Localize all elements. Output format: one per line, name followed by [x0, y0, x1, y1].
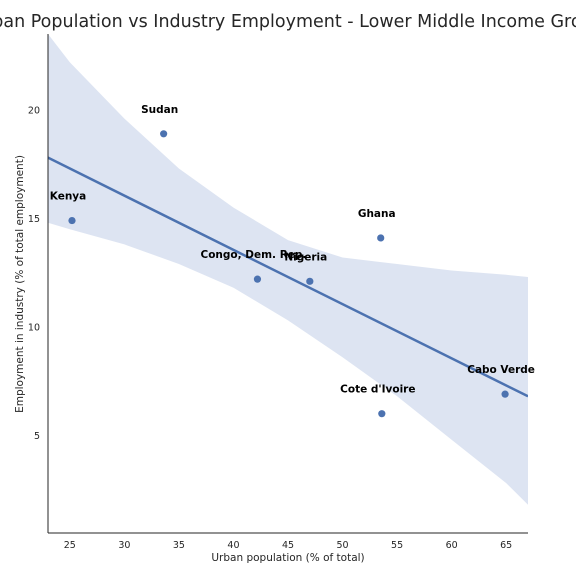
point-label-cabo-verde: Cabo Verde [467, 364, 535, 376]
data-point-kenya [68, 216, 76, 225]
chart-title: Urban Population vs Industry Employment … [0, 12, 576, 32]
y-axis-label: Employment in industry (% of total emplo… [14, 155, 26, 413]
data-point-nigeria [306, 277, 314, 285]
point-label-ghana: Ghana [358, 208, 396, 220]
x-tick-label: 30 [118, 540, 130, 551]
x-tick-label: 65 [500, 540, 512, 551]
point-label-sudan: Sudan [141, 104, 178, 116]
plot-area [48, 34, 528, 505]
point-label-cote-d-ivoire: Cote d'Ivoire [340, 384, 415, 396]
point-label-congo-dem-rep: Congo, Dem. Rep. [201, 249, 307, 261]
x-tick-label: 55 [391, 540, 403, 551]
point-labels: Kenya Sudan Congo, Dem. Rep.Nigeria Ghana Co… [50, 104, 535, 396]
x-tick-label: 60 [446, 540, 458, 551]
x-tick-labels: 25 30 35 40 45 50 55 60 65 [64, 540, 512, 551]
x-tick-label: 35 [173, 540, 185, 551]
point-label-nigeria: Nigeria [284, 251, 327, 263]
points-layer [68, 130, 509, 418]
data-point-cabo-verde [501, 390, 509, 398]
point-label-kenya: Kenya [50, 191, 86, 203]
y-tick-label: 5 [34, 431, 40, 442]
x-tick-label: 40 [227, 540, 239, 551]
y-tick-label: 15 [28, 214, 40, 225]
data-point-cote-d-ivoire [378, 410, 386, 418]
data-point-congo-dem-rep [253, 275, 262, 283]
x-tick-label: 45 [282, 540, 294, 551]
x-tick-label: 50 [336, 540, 348, 551]
x-axis-label: Urban population (% of total) [211, 552, 364, 564]
y-tick-label: 10 [28, 322, 40, 333]
regression-line [48, 156, 528, 398]
data-point-sudan [160, 130, 168, 138]
y-tick-labels: 5 10 15 20 [28, 105, 40, 441]
x-tick-label: 25 [64, 540, 76, 551]
y-tick-label: 20 [28, 105, 40, 116]
data-point-ghana [377, 234, 385, 242]
confidence-band [48, 34, 528, 505]
